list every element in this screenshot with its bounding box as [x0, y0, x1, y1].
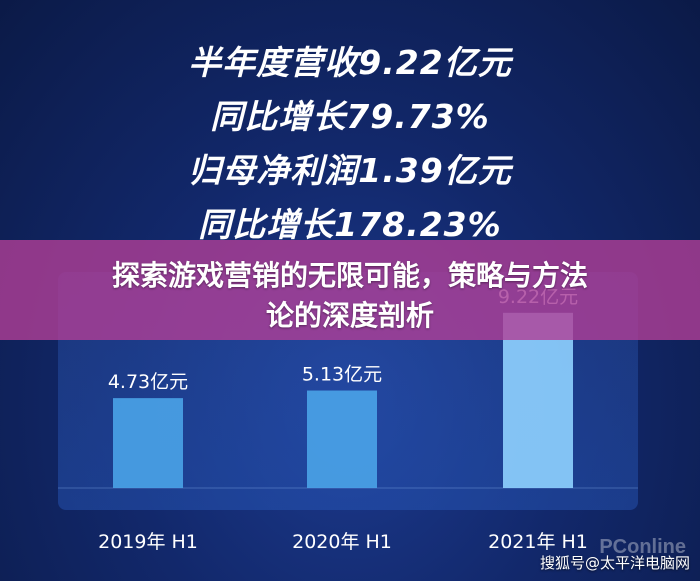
- headline-revenue-growth: 同比增长79.73%: [210, 97, 490, 136]
- banner-line-2: 论的深度剖析: [265, 299, 434, 332]
- pconline-logo: PConline: [599, 536, 686, 558]
- x-tick-label-2: 2021年 H1: [488, 531, 588, 553]
- watermark-text: 搜狐号@太平洋电脑网: [539, 554, 690, 572]
- bar-2: [503, 312, 573, 488]
- headline-net-profit: 归母净利润1.39亿元: [188, 151, 512, 190]
- headline-revenue: 半年度营收9.22亿元: [188, 43, 512, 82]
- title-banner: 探索游戏营销的无限可能，策略与方法 论的深度剖析: [0, 240, 700, 340]
- bar-0: [113, 398, 183, 488]
- x-tick-label-0: 2019年 H1: [98, 531, 198, 553]
- bar-1: [307, 390, 377, 488]
- data-label-0: 4.73亿元: [108, 371, 188, 393]
- x-tick-label-1: 2020年 H1: [292, 531, 392, 553]
- banner-line-1: 探索游戏营销的无限可能，策略与方法: [111, 259, 588, 292]
- headline-profit-growth: 同比增长178.23%: [198, 205, 502, 244]
- data-label-1: 5.13亿元: [302, 364, 382, 386]
